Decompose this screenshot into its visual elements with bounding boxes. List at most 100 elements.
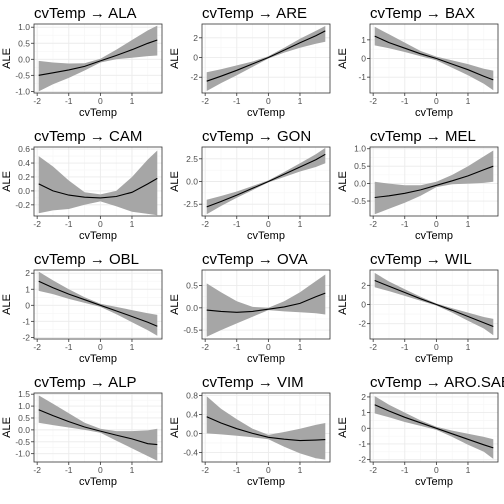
y-axis-title: ALE	[337, 417, 349, 438]
y-tick-label: -2.5	[183, 199, 198, 209]
y-tick-label: 0.8	[186, 390, 198, 400]
y-axis-title: ALE	[169, 294, 181, 315]
y-tick-label: -1	[358, 439, 366, 449]
y-tick-label: 0.5	[18, 413, 30, 423]
y-tick-label: -0.4	[183, 447, 198, 457]
ale-line	[206, 292, 326, 313]
x-tick-label: -2	[369, 219, 377, 229]
y-tick-label: 2	[193, 33, 198, 43]
y-tick-label: -2	[22, 332, 30, 342]
x-tick-label: 1	[466, 96, 471, 106]
y-tick-label: 1	[361, 408, 366, 418]
ale-line	[374, 165, 494, 199]
y-tick-label: 2.5	[186, 154, 198, 164]
y-tick-label: -1	[358, 72, 366, 82]
confidence-band	[38, 150, 158, 216]
x-axis-title: cvTemp	[79, 353, 117, 365]
y-tick-label: 0.5	[18, 38, 30, 48]
confidence-band	[38, 271, 158, 336]
x-tick-label: -1	[233, 219, 241, 229]
chart-panel-7: -2 -1 0 1 -2 -1 0 1 2 cvTemp → OBL cvTemp ALE	[1, 251, 163, 365]
x-tick-label: -2	[369, 465, 377, 475]
chart-panel-8: -2 -1 0 1 -0.5 0.0 0.5 cvTemp → OVA cvTemp ALE	[169, 251, 331, 365]
x-axis-title: cvTemp	[79, 107, 117, 119]
y-tick-label: 1.0	[354, 144, 366, 154]
ale-line	[206, 416, 326, 442]
x-tick-label: -1	[65, 342, 73, 352]
x-axis-title: cvTemp	[79, 230, 117, 242]
chart-panel-5: -2 -1 0 1 -2.5 0.0 2.5 cvTemp → GON cvTemp ALE	[169, 128, 331, 242]
y-axis-title: ALE	[1, 417, 13, 438]
plot-frame	[33, 146, 163, 217]
x-tick-label: 0	[434, 342, 439, 352]
y-tick-label: 1	[25, 284, 30, 294]
confidence-band	[374, 150, 494, 215]
x-axis-title: cvTemp	[247, 230, 285, 242]
x-tick-label: 1	[466, 465, 471, 475]
y-tick-label: 2	[25, 268, 30, 278]
y-tick-label: -0.5	[15, 437, 30, 447]
y-tick-label: 1.0	[18, 22, 30, 32]
x-axis-title: cvTemp	[79, 476, 117, 488]
y-tick-label: 0.0	[18, 54, 30, 64]
plot-frame	[369, 392, 499, 463]
x-tick-label: 0	[98, 465, 103, 475]
x-tick-label: 1	[298, 219, 303, 229]
y-axis-title: ALE	[337, 294, 349, 315]
confidence-band	[38, 25, 158, 92]
x-axis-title: cvTemp	[415, 107, 453, 119]
x-tick-label: 0	[266, 219, 271, 229]
x-tick-label: -2	[33, 96, 41, 106]
chart-panel-2: -2 -1 0 1 -2 0 2 cvTemp → ARE cvTemp ALE	[169, 5, 331, 119]
panel-title: cvTemp → ALA	[34, 5, 137, 22]
panel-title: cvTemp → CAM	[34, 128, 142, 145]
y-tick-label: 0	[193, 53, 198, 63]
chart-panel-10: -2 -1 0 1 -1.0 -0.5 0.0 0.5 1.0 1.5 cvTemp → ALP cv…	[1, 374, 163, 488]
y-tick-label: -0.5	[15, 70, 30, 80]
y-tick-label: 0	[361, 423, 366, 433]
x-tick-label: -1	[65, 465, 73, 475]
y-tick-label: 0.5	[354, 161, 366, 171]
confidence-band	[38, 395, 158, 461]
confidence-band	[374, 26, 494, 91]
confidence-band	[206, 147, 326, 215]
y-tick-label: 0.0	[18, 425, 30, 435]
ale-line	[206, 153, 326, 208]
x-tick-label: 1	[466, 219, 471, 229]
y-tick-label: 2	[361, 280, 366, 290]
y-tick-label: -2	[358, 319, 366, 329]
ale-line	[38, 39, 158, 76]
x-tick-label: -1	[401, 342, 409, 352]
x-tick-label: -1	[401, 219, 409, 229]
x-tick-label: 0	[266, 96, 271, 106]
y-tick-label: 1	[361, 35, 366, 45]
x-tick-label: 0	[434, 96, 439, 106]
x-tick-label: 0	[266, 465, 271, 475]
y-tick-label: 0.4	[18, 158, 30, 168]
x-tick-label: -1	[401, 96, 409, 106]
x-tick-label: 0	[98, 96, 103, 106]
x-tick-label: 0	[266, 342, 271, 352]
y-tick-label: -1.0	[15, 449, 30, 459]
y-tick-label: 0	[361, 54, 366, 64]
x-tick-label: 1	[298, 96, 303, 106]
y-tick-label: 0.0	[186, 428, 198, 438]
x-axis-title: cvTemp	[247, 353, 285, 365]
x-tick-label: -1	[233, 96, 241, 106]
x-tick-label: -2	[201, 465, 209, 475]
y-axis-title: ALE	[337, 171, 349, 192]
y-tick-label: -1	[22, 316, 30, 326]
y-tick-label: -1.0	[15, 86, 30, 96]
x-tick-label: 1	[298, 342, 303, 352]
x-tick-label: 1	[130, 465, 135, 475]
ale-line	[206, 30, 326, 82]
y-tick-label: 0.0	[186, 177, 198, 187]
ale-line	[38, 177, 158, 199]
plot-frame	[33, 392, 163, 463]
x-tick-label: 0	[98, 219, 103, 229]
x-tick-label: -1	[233, 465, 241, 475]
x-tick-label: -1	[233, 342, 241, 352]
y-axis-title: ALE	[1, 171, 13, 192]
y-axis-title: ALE	[1, 294, 13, 315]
x-tick-label: -2	[201, 342, 209, 352]
